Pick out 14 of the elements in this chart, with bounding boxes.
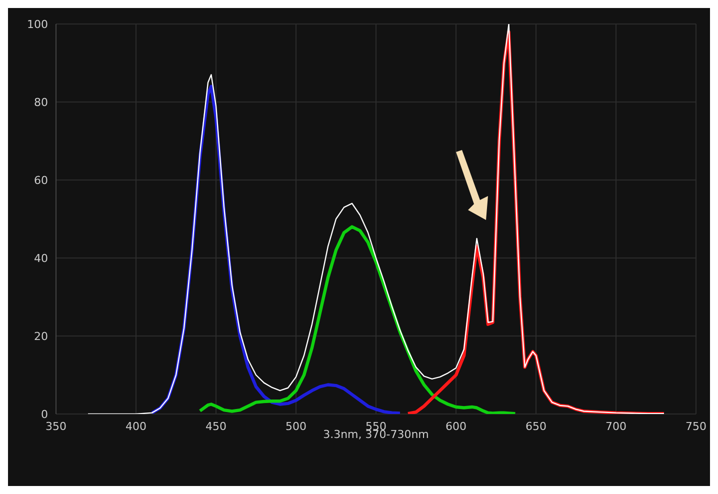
x-tick-label: 650 (526, 420, 546, 433)
x-tick-label: 700 (606, 420, 626, 433)
y-tick-label: 100 (27, 18, 48, 31)
x-tick-label: 500 (286, 420, 306, 433)
x-tick-label: 400 (126, 420, 146, 433)
y-tick-label: 40 (34, 252, 48, 265)
x-tick-label: 450 (206, 420, 226, 433)
y-tick-label: 0 (41, 408, 48, 421)
x-tick-label: 350 (46, 420, 66, 433)
y-tick-label: 60 (34, 174, 48, 187)
x-tick-label: 600 (446, 420, 466, 433)
y-tick-label: 20 (34, 330, 48, 343)
x-tick-label: 750 (686, 420, 706, 433)
y-tick-label: 80 (34, 96, 48, 109)
